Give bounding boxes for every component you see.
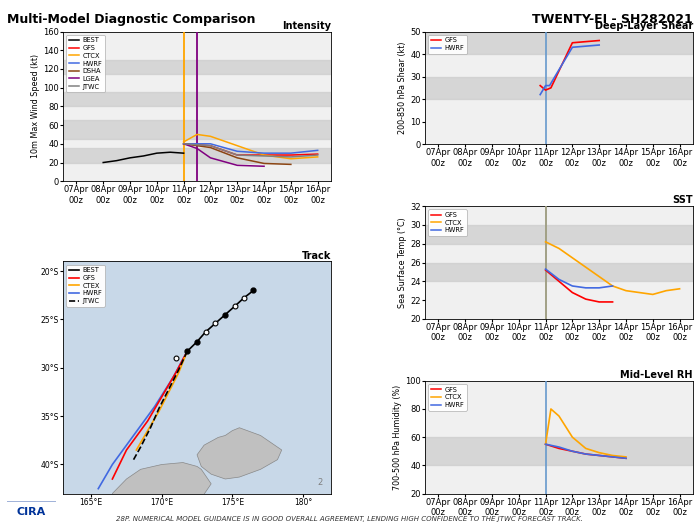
Bar <box>63 92 331 107</box>
Text: 2: 2 <box>318 478 323 487</box>
Text: Multi-Model Diagnostic Comparison: Multi-Model Diagnostic Comparison <box>7 13 256 26</box>
Text: CIRA: CIRA <box>17 507 46 517</box>
Legend: GFS, CTCX, HWRF: GFS, CTCX, HWRF <box>428 384 467 411</box>
Y-axis label: 200-850 hPa Shear (kt): 200-850 hPa Shear (kt) <box>398 41 407 134</box>
Y-axis label: 700-500 hPa Humidity (%): 700-500 hPa Humidity (%) <box>393 384 402 490</box>
Bar <box>63 120 331 139</box>
Bar <box>63 59 331 74</box>
Bar <box>425 77 693 99</box>
Text: TWENTY-EI - SH282021: TWENTY-EI - SH282021 <box>532 13 693 26</box>
Text: SST: SST <box>673 195 693 205</box>
Bar <box>425 225 693 244</box>
Text: Track: Track <box>302 250 331 260</box>
Polygon shape <box>113 463 211 525</box>
Bar <box>425 32 693 54</box>
Bar <box>425 262 693 281</box>
Legend: BEST, GFS, CTCX, HWRF, DSHA, LGEA, JTWC: BEST, GFS, CTCX, HWRF, DSHA, LGEA, JTWC <box>66 35 105 92</box>
Text: Intensity: Intensity <box>282 20 331 31</box>
Bar <box>425 437 693 465</box>
Text: 28P. NUMERICAL MODEL GUIDANCE IS IN GOOD OVERALL AGREEMENT, LENDING HIGH CONFIDE: 28P. NUMERICAL MODEL GUIDANCE IS IN GOOD… <box>116 517 584 522</box>
Legend: GFS, HWRF: GFS, HWRF <box>428 35 467 54</box>
Legend: BEST, GFS, CTEX, HWRF, JTWC: BEST, GFS, CTEX, HWRF, JTWC <box>66 265 105 307</box>
Text: Deep-Layer Shear: Deep-Layer Shear <box>595 20 693 31</box>
Y-axis label: 10m Max Wind Speed (kt): 10m Max Wind Speed (kt) <box>32 54 40 159</box>
Polygon shape <box>197 428 281 479</box>
Y-axis label: Sea Surface Temp (°C): Sea Surface Temp (°C) <box>398 217 407 308</box>
Legend: GFS, CTCX, HWRF: GFS, CTCX, HWRF <box>428 209 467 236</box>
FancyBboxPatch shape <box>4 500 59 523</box>
Text: Mid-Level RH: Mid-Level RH <box>620 370 693 380</box>
Bar <box>63 149 331 163</box>
